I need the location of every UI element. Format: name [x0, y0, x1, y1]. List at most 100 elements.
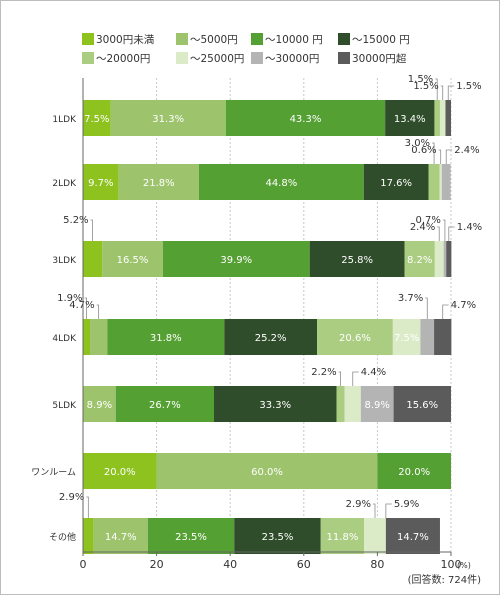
legend-swatch [82, 33, 94, 45]
bar-segment [89, 319, 108, 355]
data-label: 7.5% [394, 333, 419, 344]
x-tick-label: 40 [223, 558, 237, 571]
callout-line [435, 78, 438, 100]
callout-label: 5.9% [394, 499, 419, 510]
legend-label: 〜30000円 [265, 53, 320, 65]
legend-item: 〜25000円 [176, 51, 244, 66]
bar-segment [317, 319, 393, 355]
bar-segment [344, 386, 361, 422]
bar-segment [446, 241, 452, 277]
legend-swatch [251, 33, 263, 45]
bar-segment [83, 241, 103, 277]
x-tick-label: 100 [441, 558, 462, 571]
data-label: 23.5% [175, 532, 207, 543]
category-label: 4LDK [52, 334, 77, 344]
legend-swatch [251, 52, 263, 64]
legend-item: 〜5000円 [176, 32, 238, 47]
data-label: 25.8% [341, 255, 373, 266]
callout-line [445, 149, 453, 164]
legend-label: 〜20000円 [96, 53, 151, 65]
category-label: 5LDK [52, 401, 77, 411]
data-label: 39.9% [220, 255, 252, 266]
bar-segment [420, 319, 435, 355]
legend-label: 〜25000円 [190, 53, 245, 65]
legend-label: 3000円未満 [96, 34, 155, 46]
data-label: 33.3% [259, 400, 291, 411]
callout-label: 3.0% [405, 138, 430, 149]
callout-label: 1.5% [408, 74, 433, 85]
data-label: 20.0% [398, 467, 430, 478]
category-label: 3LDK [52, 256, 77, 266]
callout-label: 0.7% [416, 215, 441, 226]
callout-line [90, 219, 93, 241]
bar-segment [363, 164, 429, 200]
data-label: 20.6% [339, 333, 371, 344]
bar-segment [360, 386, 394, 422]
data-label: 7.5% [84, 114, 109, 125]
callout-line [438, 149, 442, 164]
data-label: 31.8% [150, 333, 182, 344]
callout-label: 1.5% [456, 81, 481, 92]
data-label: 26.7% [149, 400, 181, 411]
callout-line [84, 297, 87, 319]
bar-segment [110, 100, 226, 136]
legend-label: 〜15000 円 [352, 34, 410, 46]
bar-segment [445, 100, 451, 136]
bar-segment [115, 386, 215, 422]
legend-swatch [82, 52, 94, 64]
callout-line [447, 85, 455, 100]
data-label: 23.5% [262, 532, 294, 543]
response-count-note: (回答数: 724件) [408, 573, 482, 586]
callout-line [86, 496, 89, 518]
bar-segment [434, 319, 452, 355]
x-tick-label: 20 [150, 558, 164, 571]
bar-segment [156, 453, 378, 489]
bar-segment [107, 319, 225, 355]
callout-label: 4.7% [69, 300, 94, 311]
data-label: 14.7% [105, 532, 137, 543]
category-label: その他 [49, 531, 76, 543]
callout-line [442, 219, 446, 241]
callout-label: 2.2% [311, 367, 336, 378]
data-label: 20.0% [104, 467, 136, 478]
data-label: 13.4% [394, 114, 426, 125]
legend-item: 30000円超 [338, 51, 406, 66]
bar-segment [198, 164, 364, 200]
bar-segment [224, 319, 318, 355]
callout-label: 3.7% [398, 293, 423, 304]
bar-segment [83, 518, 94, 554]
callout-label: 2.4% [454, 145, 479, 156]
callout-label: 1.9% [57, 293, 82, 304]
bar-segment [309, 241, 405, 277]
callout-label: 1.5% [413, 81, 438, 92]
callout-line [440, 85, 444, 100]
data-label: 44.8% [265, 178, 297, 189]
bar-segment [434, 100, 440, 136]
callout-line [96, 304, 100, 319]
data-label: 43.3% [290, 114, 322, 125]
bar-segment [364, 518, 386, 554]
data-label: 60.0% [251, 467, 283, 478]
callout-line [448, 226, 455, 241]
data-label: 15.6% [406, 400, 438, 411]
legend-item: 〜15000 円 [338, 32, 410, 47]
x-unit-label: (%) [457, 561, 471, 570]
bar-segment [385, 518, 440, 554]
legend-item: 〜20000円 [82, 51, 150, 66]
callout-label: 1.4% [457, 222, 482, 233]
callout-label: 2.9% [346, 499, 371, 510]
data-label: 21.8% [143, 178, 175, 189]
bar-segment [162, 241, 310, 277]
x-tick-label: 60 [297, 558, 311, 571]
callout-label: 2.4% [410, 222, 435, 233]
data-label: 8.9% [87, 400, 112, 411]
bar-segment [392, 319, 421, 355]
bar-segment [118, 164, 199, 200]
data-label: 8.2% [407, 255, 432, 266]
bar-segment [83, 453, 157, 489]
legend-swatch [176, 52, 188, 64]
bar-segment [225, 100, 386, 136]
data-label: 17.6% [380, 178, 412, 189]
callout-line [373, 503, 376, 518]
bar-segment [393, 386, 451, 422]
